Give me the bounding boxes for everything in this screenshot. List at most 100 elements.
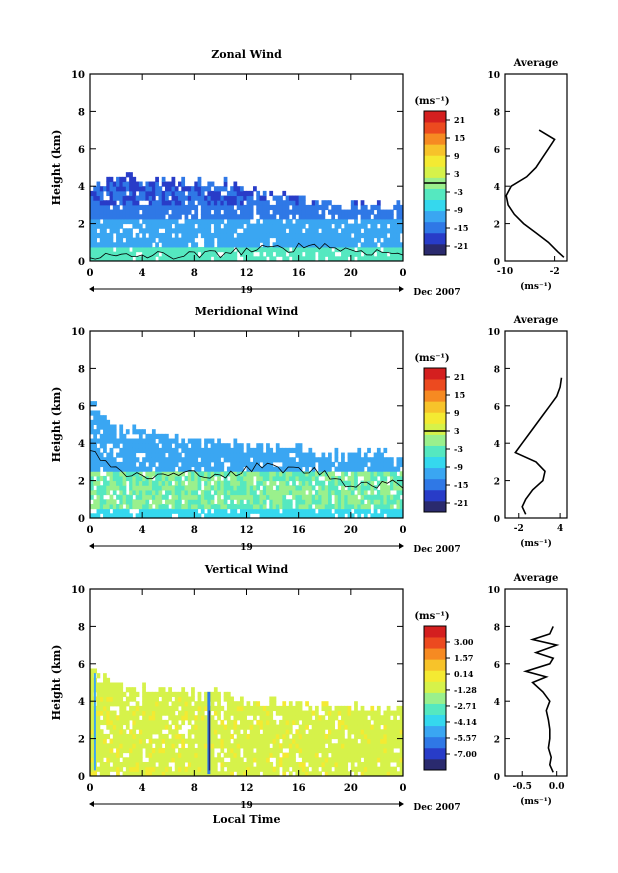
y-tick-label: 10 xyxy=(71,70,85,81)
colorbar-swatch xyxy=(424,500,446,513)
colorbar-frame xyxy=(423,367,447,513)
profile-title: Average xyxy=(513,573,559,584)
colorbar-swatch xyxy=(424,478,446,491)
profile-unit: (ms⁻¹) xyxy=(520,538,552,549)
colorbar-swatch xyxy=(424,456,446,469)
colorbar: (ms⁻¹) 21 15 9 3 -3 -9 -15 -21 xyxy=(414,96,468,256)
profile-unit: (ms⁻¹) xyxy=(520,796,552,807)
colorbar-swatch xyxy=(424,648,446,660)
profile-y-tick-label: 6 xyxy=(494,661,500,671)
colorbar-tick-label: 3.00 xyxy=(454,637,474,647)
colorbar-tick-label: 9 xyxy=(454,408,460,418)
day-arrow-left xyxy=(89,801,94,807)
colorbar-swatch xyxy=(424,659,446,671)
colorbar-tick-label: -1.28 xyxy=(454,685,477,695)
profile-line xyxy=(522,626,560,773)
colorbar-swatch xyxy=(424,243,446,256)
x-tick-label: 0 xyxy=(87,783,94,794)
contour-line xyxy=(89,242,404,260)
colorbar-swatch xyxy=(424,232,446,245)
colorbar-tick-label: 15 xyxy=(454,133,465,143)
profile-unit: (ms⁻¹) xyxy=(520,281,552,292)
colorbar-tick-label: 3 xyxy=(454,169,460,179)
profile-panel: Average 0 2 4 6 8 10 -0.5 0.0 (ms⁻¹) xyxy=(487,573,568,807)
x-tick-label: 0 xyxy=(400,783,407,794)
contour-line xyxy=(89,450,404,489)
y-tick-label: 8 xyxy=(78,622,85,633)
profile-frame xyxy=(504,330,568,519)
colorbar-tick-label: -3 xyxy=(454,444,463,454)
y-tick-label: 6 xyxy=(78,402,85,413)
day-arrow-right xyxy=(399,286,404,292)
y-tick-label: 8 xyxy=(78,107,85,118)
profile-y-tick-label: 2 xyxy=(494,221,500,231)
x-tick-label: 20 xyxy=(344,525,358,536)
colorbar-tick-label: -9 xyxy=(454,462,463,472)
profile-y-tick-label: 2 xyxy=(494,736,500,746)
colorbar-swatch xyxy=(424,412,446,424)
colorbar-swatch xyxy=(424,133,446,145)
colorbar-swatch xyxy=(424,670,446,682)
profile-x-tick-label: 0.0 xyxy=(549,782,565,792)
colorbar-swatch xyxy=(424,155,446,167)
y-tick-label: 0 xyxy=(78,514,85,525)
profile-x-tick-label: -0.5 xyxy=(513,782,532,792)
colorbar-swatch xyxy=(424,681,446,693)
profile-y-tick-label: 4 xyxy=(494,440,500,450)
x-tick-label: 20 xyxy=(344,268,358,279)
colorbar-tick-label: -7.00 xyxy=(454,749,477,759)
x-tick-label: 20 xyxy=(344,783,358,794)
y-tick-label: 2 xyxy=(78,735,85,746)
day-label: 19 xyxy=(240,801,253,811)
colorbar-tick-label: 9 xyxy=(454,151,460,161)
colorbar-swatch xyxy=(424,188,446,201)
x-tick-label: 4 xyxy=(139,525,146,536)
colorbar-tick-label: 3 xyxy=(454,426,460,436)
y-tick-label: 8 xyxy=(78,364,85,375)
colorbar-swatch xyxy=(424,166,446,178)
colorbar-swatch xyxy=(424,199,446,212)
profile-x-tick-label: -10 xyxy=(497,267,513,277)
x-tick-label: 12 xyxy=(240,525,254,536)
colorbar-swatch xyxy=(424,736,446,749)
colorbar-swatch xyxy=(424,489,446,502)
profile-title: Average xyxy=(513,58,559,69)
colorbar: (ms⁻¹) 21 15 9 3 -3 -9 -15 -21 xyxy=(414,353,468,513)
x-tick-label: 8 xyxy=(191,525,198,536)
x-axis: 0 4 8 12 16 20 0 19 Dec 2007 Local Time xyxy=(87,589,461,826)
x-tick-label: 12 xyxy=(240,783,254,794)
colorbar-swatch xyxy=(424,758,446,771)
y-axis-title: Height (km) xyxy=(50,387,63,463)
panel-title: Meridional Wind xyxy=(195,305,299,318)
x-tick-label: 8 xyxy=(191,268,198,279)
profile-y-tick-label: 10 xyxy=(487,586,500,596)
panel-2: Meridional Wind 0 2 4 6 8 10 Height (km) 0 4 8 12 16… xyxy=(50,305,568,555)
heatmap-cells xyxy=(90,401,404,519)
colorbar-swatch xyxy=(424,390,446,402)
x-axis: 0 4 8 12 16 20 0 19 Dec 2007 xyxy=(87,331,461,555)
y-tick-label: 2 xyxy=(78,477,85,488)
colorbar-tick-label: -9 xyxy=(454,205,463,215)
colorbar-tick-label: -4.14 xyxy=(454,717,477,727)
x-tick-label: 8 xyxy=(191,783,198,794)
x-tick-label: 4 xyxy=(139,783,146,794)
colorbar-swatch xyxy=(424,747,446,760)
y-tick-label: 0 xyxy=(78,257,85,268)
colorbar-swatch xyxy=(424,144,446,156)
day-arrow-left xyxy=(89,286,94,292)
profile-x-tick-label: -2 xyxy=(550,267,560,277)
colorbar-tick-label: -15 xyxy=(454,223,468,233)
profile-y-tick-label: 10 xyxy=(487,71,500,81)
colorbar-tick-label: 21 xyxy=(454,372,465,382)
profile-y-tick-label: 10 xyxy=(487,328,500,338)
colorbar-swatch xyxy=(424,111,446,123)
profile-frame xyxy=(504,588,568,777)
y-tick-label: 0 xyxy=(78,772,85,783)
colorbar-tick-label: -5.57 xyxy=(454,733,477,743)
colorbar-swatch xyxy=(424,434,446,446)
profile-x-tick-label: -2 xyxy=(514,524,524,534)
colorbar-tick-label: 1.57 xyxy=(454,653,473,663)
colorbar-swatch xyxy=(424,725,446,738)
colorbar-tick-label: 15 xyxy=(454,390,465,400)
